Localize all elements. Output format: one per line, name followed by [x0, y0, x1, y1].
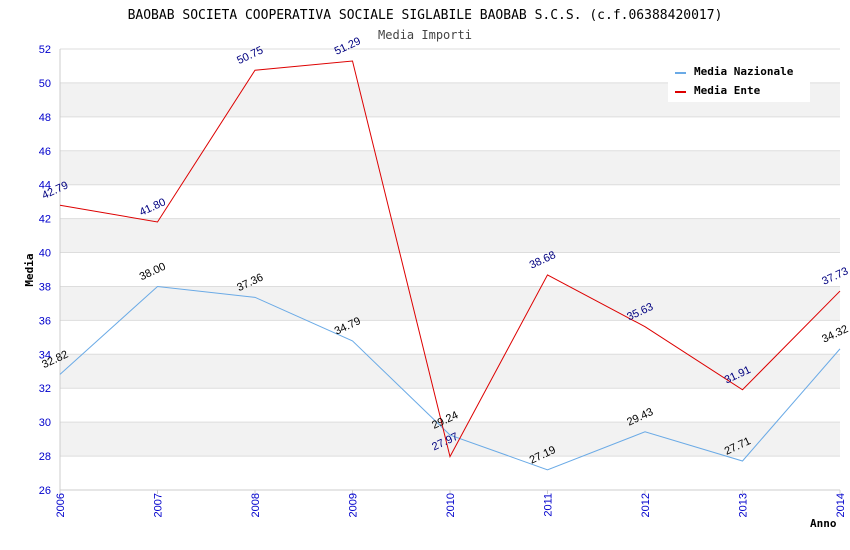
y-tick-label: 34 [39, 349, 51, 361]
data-label: 37.73 [820, 265, 850, 288]
x-tick-label: 2012 [640, 493, 652, 517]
x-tick-label: 2009 [348, 493, 360, 517]
y-tick-label: 48 [39, 112, 51, 124]
x-tick-label: 2013 [738, 493, 750, 517]
x-tick-label: 2008 [250, 493, 262, 517]
x-axis-label: Anno [810, 517, 837, 530]
data-label: 51.29 [333, 35, 363, 58]
x-tick-label: 2010 [445, 493, 457, 517]
series-lines [59, 60, 841, 471]
data-label: 41.80 [138, 196, 168, 219]
y-tick-label: 42 [39, 214, 51, 226]
y-tick-label: 28 [39, 451, 51, 463]
x-tick-label: 2006 [55, 493, 67, 517]
data-label: 50.75 [235, 44, 265, 67]
legend-label-nazionale: Media Nazionale [694, 65, 794, 78]
grid-bands [60, 82, 840, 457]
grid-band [60, 354, 840, 389]
x-tick-label: 2014 [835, 493, 847, 517]
y-tick-label: 46 [39, 146, 51, 158]
grid-band [60, 150, 840, 185]
grid-band [60, 218, 840, 253]
y-tick-label: 44 [39, 180, 51, 192]
x-tick-label: 2011 [543, 493, 555, 517]
y-tick-label: 52 [39, 44, 51, 56]
y-axis-label: Media [23, 253, 36, 286]
grid-band [60, 286, 840, 321]
data-label: 34.32 [820, 323, 850, 346]
y-tick-label: 30 [39, 417, 51, 429]
x-tick-label: 2007 [153, 493, 165, 517]
y-tick-label: 32 [39, 383, 51, 395]
y-tick-labels: 26 28 30 32 34 36 38 40 42 44 46 48 50 52 [39, 44, 51, 497]
legend-box [668, 60, 810, 102]
y-tick-label: 36 [39, 315, 51, 327]
legend: Media Nazionale Media Ente [668, 60, 810, 102]
legend-label-ente: Media Ente [694, 84, 761, 97]
y-tick-label: 50 [39, 78, 51, 90]
series-line [59, 285, 841, 471]
series-line [59, 60, 841, 458]
y-tick-label: 40 [39, 248, 51, 260]
y-tick-label: 38 [39, 281, 51, 293]
grid-lines [59, 48, 841, 494]
x-tick-labels: 2006 2007 2008 2009 2010 2011 2012 2013 2014 [55, 493, 847, 517]
grid-band [60, 422, 840, 457]
y-tick-label: 26 [39, 485, 51, 497]
data-label: 38.00 [138, 261, 168, 284]
chart-title: BAOBAB SOCIETA COOPERATIVA SOCIALE SIGLA… [128, 8, 723, 23]
chart-subtitle: Media Importi [378, 28, 472, 42]
